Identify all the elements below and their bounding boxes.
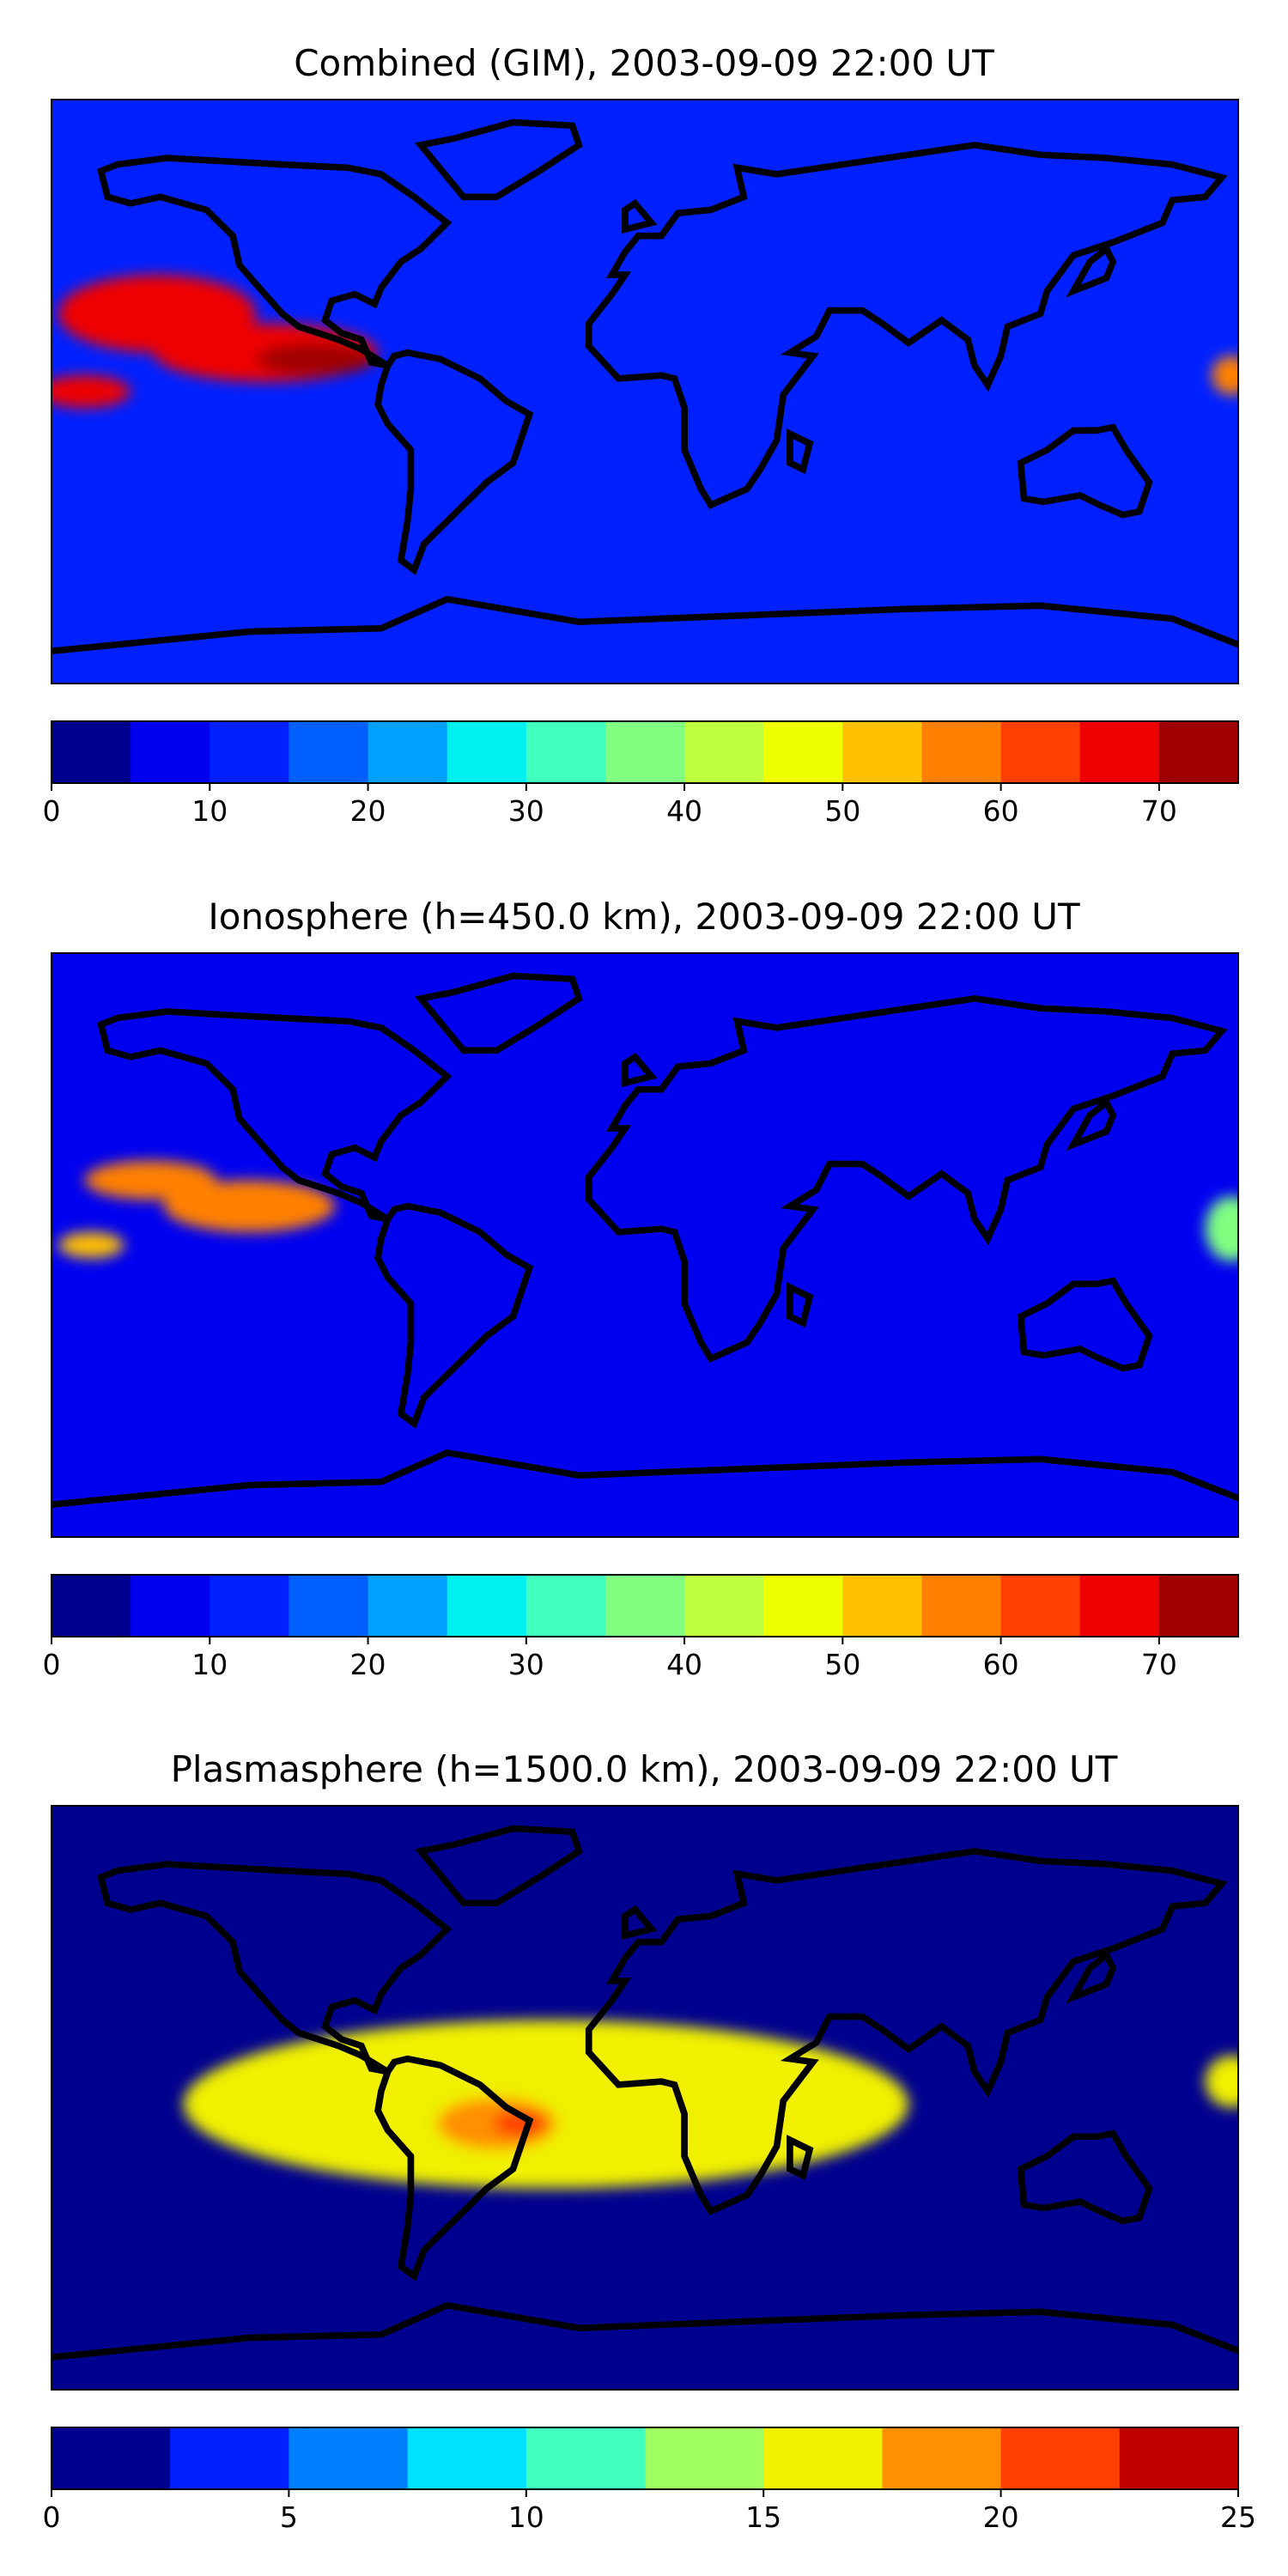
colorbar-segment xyxy=(763,1575,843,1637)
contour-region xyxy=(183,2020,909,2189)
colorbar-segment xyxy=(1079,1575,1160,1637)
map-plot xyxy=(52,100,1238,683)
map-plot xyxy=(52,953,1238,1537)
colorbar-segment xyxy=(210,721,289,783)
map-frame xyxy=(51,99,1239,684)
colorbar-tick-label: 20 xyxy=(350,1648,386,1681)
contour-region xyxy=(1205,1196,1238,1261)
contour-region xyxy=(1205,2055,1238,2108)
colorbar-segment xyxy=(605,1575,685,1637)
chart-title: Plasmasphere (h=1500.0 km), 2003-09-09 2… xyxy=(171,1748,1118,1790)
colorbar-tick-label: 20 xyxy=(983,2500,1019,2534)
colorbar-tick-label: 30 xyxy=(508,1648,544,1681)
colorbar-segment xyxy=(842,1575,922,1637)
colorbar-tick-label: 60 xyxy=(983,794,1019,828)
colorbar-segment xyxy=(684,1575,764,1637)
colorbar-tick-label: 0 xyxy=(43,794,61,828)
contour-region xyxy=(52,375,131,408)
colorbar-segment xyxy=(447,1575,527,1637)
colorbar-segment xyxy=(1000,721,1081,783)
colorbar-tick-label: 60 xyxy=(983,1648,1019,1681)
colorbar-segment xyxy=(526,721,606,783)
colorbar-tick-label: 5 xyxy=(280,2500,298,2534)
colorbar-segment xyxy=(131,1575,210,1637)
chart-title: Ionosphere (h=450.0 km), 2003-09-09 22:0… xyxy=(208,896,1080,938)
colorbar-segment xyxy=(921,721,1002,783)
colorbar-segment xyxy=(763,721,843,783)
colorbar-segment xyxy=(1158,721,1239,783)
chart-title: Combined (GIM), 2003-09-09 22:00 UT xyxy=(294,42,994,84)
colorbar-segment xyxy=(645,2427,764,2489)
colorbar-tick-label: 10 xyxy=(191,1648,228,1681)
panel-ionosphere: Ionosphere (h=450.0 km), 2003-09-09 22:0… xyxy=(43,896,1239,1681)
colorbar-segment xyxy=(407,2427,527,2489)
colorbar-segment xyxy=(1079,721,1160,783)
colorbar: 0 10 20 30 40 50 60 70 xyxy=(43,1574,1239,1681)
map-background-field xyxy=(52,953,1238,1537)
colorbar-segment xyxy=(289,2427,409,2489)
colorbar-tick-label: 70 xyxy=(1141,1648,1177,1681)
colorbar-segment xyxy=(210,1575,289,1637)
colorbar-segment xyxy=(526,2427,646,2489)
colorbar: 0 5 10 15 20 25 xyxy=(43,2427,1256,2534)
colorbar-segment xyxy=(763,2427,883,2489)
panel-combined-gim: Combined (GIM), 2003-09-09 22:00 UT 0 10 2… xyxy=(43,42,1239,828)
colorbar-segment xyxy=(368,1575,448,1637)
colorbar-tick-label: 70 xyxy=(1141,794,1177,828)
colorbar-tick-label: 30 xyxy=(508,794,544,828)
colorbar-tick-label: 10 xyxy=(191,794,228,828)
colorbar-tick-label: 50 xyxy=(824,794,860,828)
colorbar-segment xyxy=(289,1575,369,1637)
colorbar-segment xyxy=(684,721,764,783)
colorbar-segment xyxy=(1000,2427,1121,2489)
colorbar-segment xyxy=(170,2427,289,2489)
colorbar-tick-label: 10 xyxy=(508,2500,544,2534)
colorbar-segment xyxy=(1000,1575,1081,1637)
contour-region xyxy=(493,2111,546,2137)
contour-region xyxy=(58,1231,125,1259)
colorbar-tick-label: 0 xyxy=(43,1648,61,1681)
colorbar-segment xyxy=(52,2427,171,2489)
colorbar-frame xyxy=(51,1574,1239,1637)
colorbar-segment xyxy=(1158,1575,1239,1637)
colorbar-frame xyxy=(51,2427,1239,2490)
colorbar: 0 10 20 30 40 50 60 70 xyxy=(43,720,1239,828)
contour-region xyxy=(256,343,375,376)
map-plot xyxy=(52,1806,1238,2390)
colorbar-tick-label: 40 xyxy=(666,1648,702,1681)
colorbar-segment xyxy=(289,721,369,783)
contour-region xyxy=(163,1180,336,1232)
colorbar-tick-label: 20 xyxy=(350,794,386,828)
map-background-field xyxy=(52,100,1238,683)
colorbar-segment xyxy=(368,721,448,783)
colorbar-tick-label: 0 xyxy=(43,2500,61,2534)
colorbar-segment xyxy=(882,2427,1002,2489)
colorbar-tick-label: 40 xyxy=(666,794,702,828)
colorbar-segment xyxy=(1119,2427,1239,2489)
colorbar-segment xyxy=(131,721,210,783)
colorbar-segment xyxy=(447,721,527,783)
contour-region xyxy=(1212,355,1238,395)
panel-plasmasphere: Plasmasphere (h=1500.0 km), 2003-09-09 2… xyxy=(43,1748,1257,2534)
colorbar-frame xyxy=(51,720,1239,784)
colorbar-tick-label: 25 xyxy=(1220,2500,1256,2534)
colorbar-segment xyxy=(605,721,685,783)
colorbar-segment xyxy=(842,721,922,783)
colorbar-segment xyxy=(52,1575,131,1637)
colorbar-segment xyxy=(52,721,131,783)
colorbar-segment xyxy=(921,1575,1002,1637)
colorbar-tick-label: 50 xyxy=(824,1648,860,1681)
colorbar-segment xyxy=(526,1575,606,1637)
map-frame xyxy=(51,1805,1239,2391)
map-frame xyxy=(51,952,1239,1538)
colorbar-tick-label: 15 xyxy=(745,2500,781,2534)
